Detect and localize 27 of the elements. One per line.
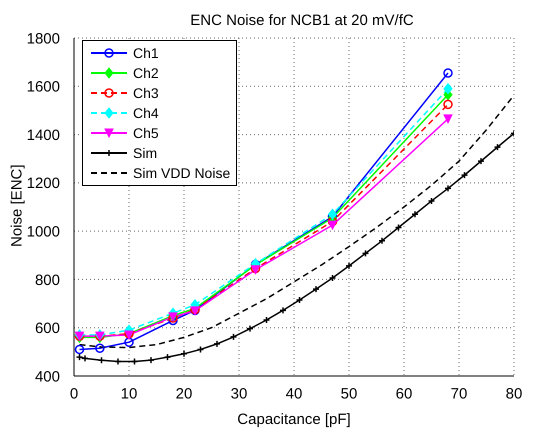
x-axis-title: Capacitance [pF] [237,411,351,428]
y-tick-label: 1400 [26,126,60,144]
y-tick-label: 1800 [26,30,60,48]
y-axis-title: Noise [ENC] [8,164,26,247]
y-tick-label: 1600 [26,78,60,96]
legend-label: Ch1 [133,45,159,61]
x-tick-label: 80 [506,386,522,403]
legend-label: Ch4 [133,105,159,121]
y-tick-label: 1000 [26,223,60,240]
x-tick-label: 20 [176,386,192,403]
x-tick-label: 60 [396,386,412,403]
y-tick-label: 1200 [26,175,60,192]
x-tick-label: 50 [340,386,358,403]
legend-label: Ch3 [133,85,159,101]
legend-label: Sim [133,145,158,161]
x-tick-label: 0 [70,386,78,403]
y-tick-label: 800 [34,272,60,289]
legend-label: Ch2 [133,65,159,81]
legend-label: Ch5 [133,125,159,141]
x-tick-label: 40 [286,386,302,403]
y-tick-label: 400 [34,368,60,386]
y-tick-label: 600 [34,320,60,338]
x-tick-label: 10 [120,386,138,403]
x-tick-label: 30 [230,386,248,403]
x-tick-label: 70 [450,386,468,403]
legend-label: Sim VDD Noise [133,165,230,181]
chart-title: ENC Noise for NCB1 at 20 mV/fC [189,12,415,29]
